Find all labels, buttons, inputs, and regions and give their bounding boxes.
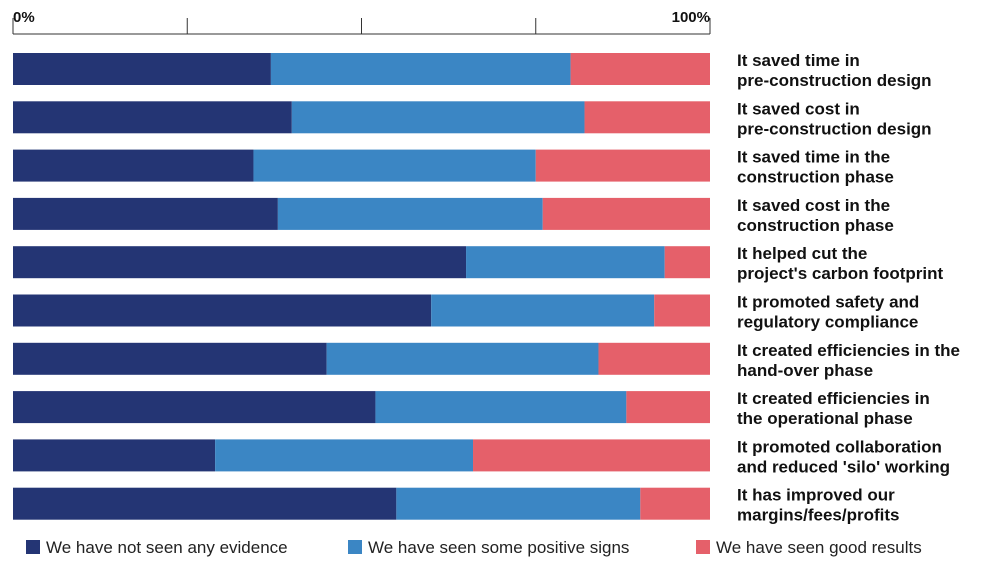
bar-segment [542,197,710,230]
legend: We have not seen any evidence We have see… [26,538,922,557]
bar-segment [13,246,467,279]
bar-segment [584,101,710,134]
bar-segment [13,487,397,520]
bar-segment [473,439,710,472]
bar-segment [13,53,271,85]
bar-segment [375,391,627,424]
bar-segment [13,439,216,472]
category-label: It has improved our margins/fees/profits [737,486,900,525]
category-label: It saved cost in pre-construction design [737,99,932,138]
legend-label: We have seen good results [716,538,922,557]
legend-swatch [26,540,40,554]
bar-segment [270,53,571,85]
bar-segment [277,197,543,230]
bar-segment [626,391,710,424]
category-label: It saved cost in the construction phase [737,196,894,235]
bar-segment [215,439,474,472]
bars [13,53,710,520]
bar-segment [640,487,710,520]
bar-segment [253,149,536,182]
bar-segment [570,53,710,85]
bar-segment [535,149,710,182]
bar-segment [664,246,710,279]
bar-segment [326,342,599,375]
legend-swatch [696,540,710,554]
x-axis: 0% 100% [12,9,711,35]
bar-segment [13,197,278,230]
category-label: It created efficiencies in the operationa… [737,389,930,428]
bar-segment [13,101,292,134]
bar-segment [13,294,432,327]
bar-segment [466,246,665,279]
category-label: It saved time in the construction phase [737,148,894,187]
category-label: It saved time in pre-construction design [737,51,932,90]
bar-segment [291,101,585,134]
category-labels: It saved time in pre-construction design I… [737,51,960,525]
bar-segment [13,391,376,424]
x-tick-label: 0% [13,9,35,26]
legend-label: We have seen some positive signs [368,538,629,557]
bar-segment [13,342,327,375]
category-label: It helped cut the project's carbon footpr… [737,244,943,283]
category-label: It promoted safety and regulatory complia… [737,293,919,332]
x-tick-label: 100% [672,9,710,26]
bar-segment [431,294,655,327]
bar-segment [13,149,254,182]
bar-segment [654,294,710,327]
bar-segment [598,342,710,375]
category-label: It created efficiencies in the hand-over … [737,341,960,380]
legend-label: We have not seen any evidence [46,538,288,557]
legend-swatch [348,540,362,554]
bar-segment [396,487,641,520]
category-label: It promoted collaboration and reduced 'si… [737,437,950,476]
